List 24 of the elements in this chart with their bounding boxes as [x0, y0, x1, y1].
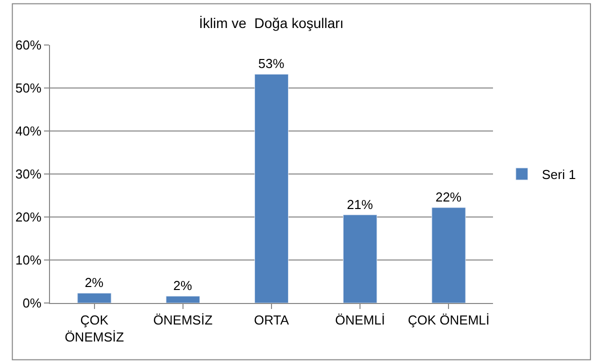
- x-tick-label: ÖNEMSİZ: [153, 312, 213, 328]
- chart-title: İklim ve Doğa koşulları: [198, 14, 344, 31]
- bar: [254, 74, 289, 303]
- bar: [166, 296, 200, 303]
- y-tick-label: 60%: [15, 38, 42, 53]
- data-label: 21%: [346, 196, 374, 212]
- x-tick-label: ORTA: [254, 312, 290, 328]
- y-tick-label: 40%: [15, 124, 42, 139]
- y-tick-label: 50%: [15, 80, 42, 96]
- legend-label: Seri 1: [542, 167, 576, 182]
- y-tick-label: 0%: [22, 296, 42, 311]
- y-tick-label: 30%: [15, 166, 42, 182]
- y-tick-label: 20%: [15, 210, 42, 225]
- bar: [77, 292, 112, 303]
- bar: [432, 207, 466, 303]
- data-label: 2%: [173, 278, 193, 294]
- x-tick-label: ÖNEMLİ: [335, 312, 386, 328]
- y-tick-label: 10%: [15, 252, 42, 268]
- x-tick-label: ÇOK ÖNEMLİ: [408, 312, 490, 328]
- x-tick-label: ÇOK ÖNEMSİZ: [64, 312, 124, 344]
- bar: [343, 214, 378, 303]
- data-label: 22%: [435, 190, 462, 205]
- data-label: 2%: [84, 275, 104, 290]
- data-label: 53%: [258, 56, 285, 72]
